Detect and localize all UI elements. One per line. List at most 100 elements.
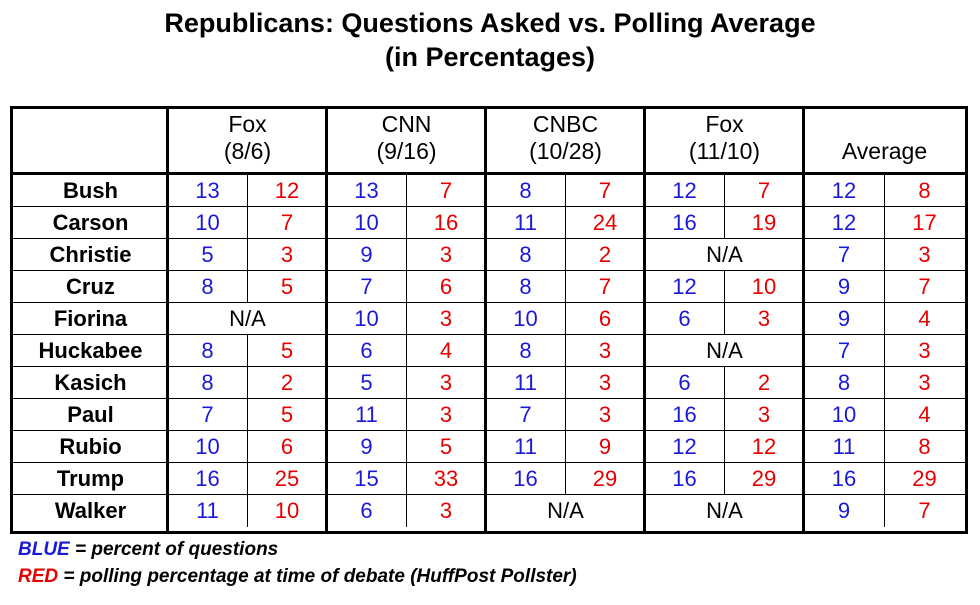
group-divider-3 [484,109,487,531]
value-polling: 17 [912,210,937,235]
value-polling: 3 [918,242,931,267]
cell-divider [565,174,566,207]
value-questions: 12 [831,210,857,235]
value-polling: 7 [439,178,453,203]
value-questions: 7 [837,242,851,267]
value-polling: 7 [918,274,931,299]
cell-divider [247,334,248,367]
cell-divider [406,494,407,527]
row-divider-5 [13,334,965,335]
value-polling: 6 [280,434,294,459]
column-header-2: CNN (9/16) [327,111,486,165]
value-questions: 6 [360,498,373,523]
cell-divider [884,494,885,527]
value-polling: 29 [751,466,777,491]
value-polling: 12 [751,434,777,459]
cell-divider [247,430,248,463]
row-label: Rubio [59,434,122,459]
row-label: Trump [56,466,125,491]
value-questions: 11 [514,210,537,235]
value-polling: 3 [757,402,771,427]
column-header-3-line-1: CNBC [532,111,599,137]
value-polling: 3 [757,306,771,331]
cell-divider [724,206,725,239]
cell-divider [724,462,725,495]
value-questions: 9 [837,274,851,299]
value-questions: 8 [201,338,214,363]
cell-divider [884,398,885,431]
value-polling: 3 [598,338,612,363]
header-divider [13,172,965,175]
cell-divider [406,174,407,207]
cell-divider [884,430,885,463]
group-divider-1 [166,109,169,531]
group-divider-2 [325,109,328,531]
row-divider-8 [13,430,965,431]
value-questions: 13 [354,178,379,203]
row-divider-7 [13,398,965,399]
cell-divider [884,462,885,495]
cell-divider [565,430,566,463]
group-divider-4 [643,109,646,531]
value-polling: 3 [439,402,453,427]
value-polling: 5 [280,338,294,363]
cell-divider [406,334,407,367]
value-questions: 12 [672,178,697,203]
value-questions: 16 [195,466,220,491]
value-questions: 7 [837,338,851,363]
na-cell: N/A [229,306,266,331]
legend-blue: BLUE = percent of questions [18,538,278,562]
cell-divider [724,302,725,335]
cell-divider [565,334,566,367]
cell-divider [247,206,248,239]
row-label: Bush [63,178,118,203]
value-questions: 12 [672,274,697,299]
chart-title-line-1: Republicans: Questions Asked vs. Polling… [164,8,816,38]
value-questions: 8 [519,274,532,299]
legend-blue-text: = percent of questions [69,539,279,560]
legend-red-key: RED [18,566,59,587]
value-polling: 29 [912,466,937,491]
value-questions: 5 [360,370,373,395]
value-polling: 6 [598,306,612,331]
cell-divider [884,334,885,367]
value-polling: 7 [918,498,931,523]
row-divider-9 [13,462,965,463]
chart-title: Republicans: Questions Asked vs. Polling… [0,6,980,74]
value-polling: 8 [918,434,931,459]
legend-blue-key: BLUE [18,539,70,560]
value-questions: 10 [513,306,538,331]
cell-divider [884,270,885,303]
value-questions: 13 [195,178,220,203]
value-polling: 3 [439,306,453,331]
value-questions: 16 [672,466,697,491]
cell-divider [406,366,407,399]
na-cell: N/A [706,242,743,267]
value-questions: 8 [519,242,532,267]
row-divider-1 [13,206,965,207]
value-polling: 2 [598,242,612,267]
value-questions: 7 [201,402,214,427]
column-header-4-line-1: Fox [705,111,744,137]
value-questions: 9 [360,242,373,267]
value-polling: 3 [439,242,453,267]
value-questions: 16 [513,466,538,491]
column-header-5: Average [804,111,965,165]
row-label: Carson [52,210,129,235]
cell-divider [724,174,725,207]
value-questions: 8 [201,370,214,395]
cell-divider [565,462,566,495]
cell-divider [406,238,407,271]
cell-divider [565,366,566,399]
column-header-2-line-1: CNN [381,111,432,137]
na-cell: N/A [547,498,584,523]
cell-divider [724,270,725,303]
value-questions: 8 [837,370,851,395]
row-label: Huckabee [38,338,143,363]
value-questions: 9 [360,434,373,459]
value-polling: 5 [280,274,294,299]
value-polling: 3 [439,498,453,523]
value-polling: 5 [439,434,453,459]
value-questions: 11 [514,370,537,395]
value-polling: 3 [598,402,612,427]
